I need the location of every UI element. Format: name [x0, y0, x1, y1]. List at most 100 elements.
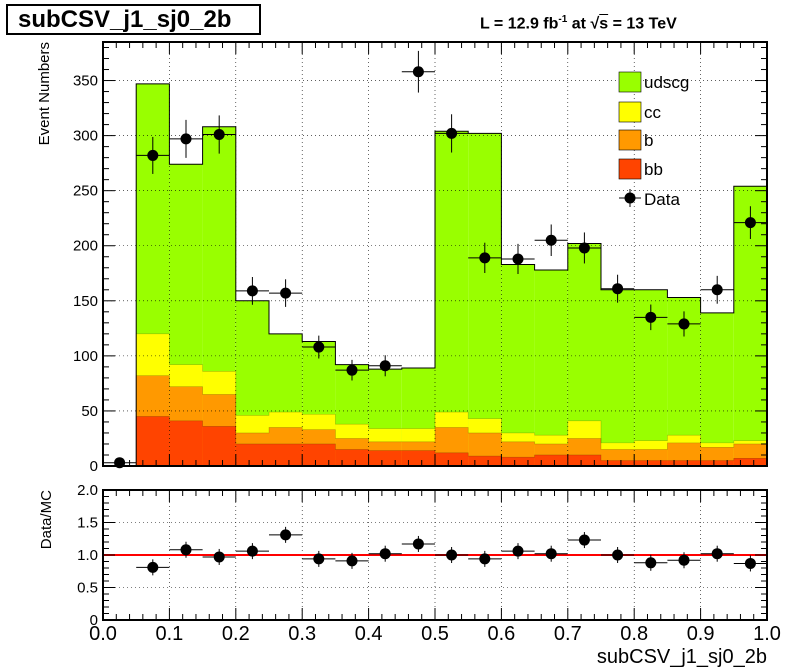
data-point — [479, 252, 491, 264]
data-point — [213, 129, 225, 141]
stack-bar-bb — [202, 426, 236, 466]
main-y-tick-label: 350 — [73, 73, 98, 90]
ratio-point — [446, 549, 458, 561]
stack-bar-udscg — [534, 269, 568, 466]
data-point — [313, 341, 325, 353]
ratio-point — [180, 544, 192, 556]
ratio-point — [246, 545, 258, 557]
ratio-point — [346, 555, 358, 567]
data-point — [180, 133, 192, 145]
ratio-point — [512, 545, 524, 557]
stack-bar-bb — [235, 443, 269, 466]
stack-bar-bb — [269, 443, 303, 466]
ratio-point — [645, 557, 657, 569]
main-y-tick-label: 150 — [73, 293, 98, 310]
data-point — [678, 318, 690, 330]
stack-bar-bb — [401, 450, 435, 466]
stack-bar-bb — [601, 460, 635, 466]
stack-bar-b — [667, 442, 701, 466]
stack-bar-bb — [501, 457, 535, 466]
ratio-x-tick-label: 0.0 — [89, 623, 117, 645]
stack-bar-bb — [534, 454, 568, 466]
ratio-x-tick-label: 1.0 — [753, 623, 781, 645]
ratio-point — [147, 561, 159, 573]
ratio-x-tick-label: 0.4 — [355, 623, 383, 645]
ratio-x-tick-label: 0.9 — [687, 623, 715, 645]
stack-bar-bb — [468, 456, 502, 466]
stack-bar-bb — [435, 452, 469, 466]
data-point — [246, 285, 258, 297]
data-point — [612, 283, 624, 295]
legend-swatch-udscg — [618, 71, 642, 93]
ratio-point — [578, 534, 590, 546]
ratio-point — [280, 529, 292, 541]
main-y-tick-label: 50 — [81, 403, 98, 420]
main-y-tick-label: 100 — [73, 348, 98, 365]
main-y-tick-label: 300 — [73, 128, 98, 145]
data-point — [711, 284, 723, 296]
lumi-sqrt-s: s — [599, 15, 609, 33]
lumi-exponent: -1 — [558, 14, 568, 25]
main-y-tick-label: 200 — [73, 238, 98, 255]
lumi-mid: at — [567, 15, 591, 33]
data-point — [512, 253, 524, 265]
stack-bar-bb — [700, 460, 734, 466]
stack-outline-cc — [103, 333, 767, 467]
legend-label-cc: cc — [644, 103, 662, 122]
ratio-panel: 0 0.5 1.0 1.5 2.0 0.0 0.1 0.2 0.3 0.4 0.5 0.6 0.7 0.8… — [38, 482, 781, 668]
legend-label-data: Data — [644, 190, 680, 209]
luminosity-label: L = 12.9 fb-1 at √s = 13 TeV — [480, 14, 677, 33]
data-point — [280, 287, 292, 299]
ratio-point — [744, 557, 756, 569]
stack-bar-udscg — [700, 312, 734, 466]
stack-bar-bb — [169, 420, 203, 466]
stack-bar-bb — [667, 460, 701, 466]
ratio-x-tick-label: 0.3 — [288, 623, 316, 645]
ratio-y-tick-label: 1.5 — [77, 515, 98, 532]
x-axis-title: subCSV_j1_sj0_2b — [597, 646, 767, 668]
ratio-y-tick-label: 0 — [90, 612, 98, 629]
data-point — [147, 149, 159, 161]
legend-swatch-cc — [618, 101, 642, 123]
data-point — [578, 242, 590, 254]
stack-bar-bb — [335, 449, 369, 466]
legend-data-marker — [624, 192, 636, 204]
ratio-point — [545, 548, 557, 560]
lumi-prefix: L = 12.9 fb — [480, 15, 559, 33]
legend-label-b: b — [644, 131, 653, 150]
legend-swatch-b — [618, 129, 642, 151]
ratio-x-tick-label: 0.2 — [222, 623, 250, 645]
main-y-axis-title: Event Numbers — [36, 42, 53, 145]
ratio-point — [313, 553, 325, 565]
data-point — [545, 234, 557, 246]
ratio-x-tick-label: 0.1 — [155, 623, 183, 645]
stack-bar-udscg — [435, 131, 469, 466]
legend-swatch-bb — [618, 158, 642, 180]
ratio-y-tick-label: 2.0 — [77, 482, 98, 499]
ratio-x-tick-label: 0.5 — [421, 623, 449, 645]
ratio-point — [711, 548, 723, 560]
legend-label-udscg: udscg — [644, 73, 689, 92]
data-point — [446, 127, 458, 139]
main-y-tick-label: 0 — [90, 458, 98, 475]
stack-outline-udscg — [103, 83, 767, 467]
ratio-point — [213, 551, 225, 563]
data-point — [645, 311, 657, 323]
ratio-x-tick-label: 0.6 — [487, 623, 515, 645]
stack-bar-bb — [368, 450, 402, 466]
stack-bar-bb — [302, 443, 336, 466]
ratio-point — [678, 554, 690, 566]
main-grid — [103, 42, 767, 466]
stack-bar-udscg — [501, 264, 535, 466]
ratio-point — [612, 549, 624, 561]
stack-bar-bb — [567, 454, 601, 466]
data-point — [744, 217, 756, 229]
data-point — [412, 66, 424, 78]
main-y-axis: 0 50 100 150 200 250 300 350 — [73, 42, 768, 475]
stack-bar-bb — [733, 458, 767, 466]
ratio-x-tick-label: 0.8 — [620, 623, 648, 645]
ratio-point — [379, 548, 391, 560]
lumi-suffix: = 13 TeV — [608, 15, 677, 33]
